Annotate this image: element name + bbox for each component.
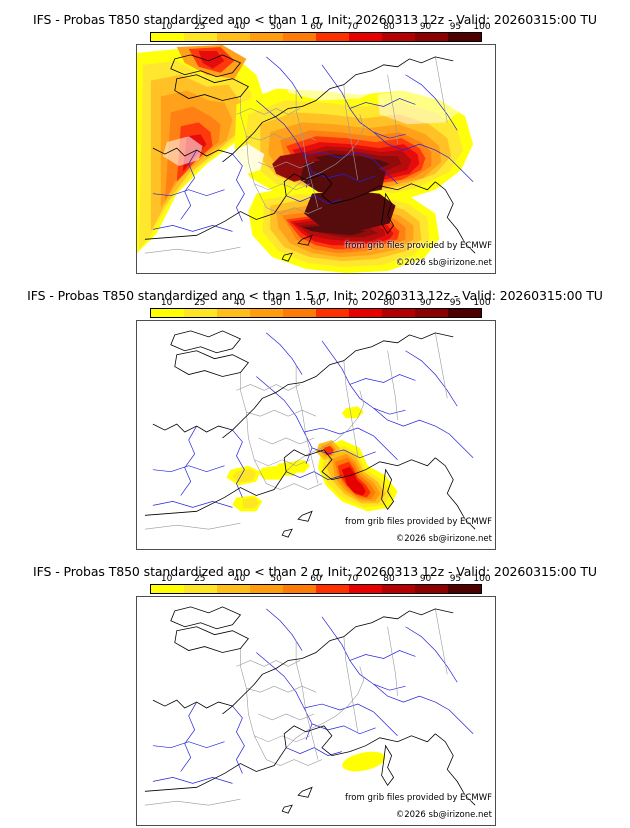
colorbar-tick: 100 bbox=[473, 22, 491, 32]
map-plot-3 bbox=[144, 606, 476, 814]
colorbar-tick: 60 bbox=[310, 22, 322, 32]
panel-header: IFS - Probas T850 standardized ano < tha… bbox=[0, 276, 630, 318]
colorbar-tick: 90 bbox=[419, 574, 432, 584]
forecast-panel-2-sigma: IFS - Probas T850 standardized ano < tha… bbox=[0, 552, 630, 828]
colorbar-tick: 50 bbox=[270, 574, 282, 584]
colorbar-tick: 95 bbox=[449, 22, 462, 32]
panel-title: IFS - Probas T850 standardized ano < tha… bbox=[33, 12, 597, 27]
forecast-panel-1p5-sigma: IFS - Probas T850 standardized ano < tha… bbox=[0, 276, 630, 552]
colorbar-tick: 90 bbox=[419, 22, 432, 32]
colorbar-tick: 25 bbox=[194, 574, 206, 584]
colorbar-tick: 25 bbox=[194, 298, 206, 308]
colorbar-gradient bbox=[150, 32, 482, 42]
colorbar-tick: 70 bbox=[346, 22, 359, 32]
map-panel-1[interactable]: from grib files provided by ECMWF ©2026 … bbox=[136, 44, 496, 274]
colorbar-tick: 100 bbox=[473, 298, 491, 308]
panel-header: IFS - Probas T850 standardized ano < tha… bbox=[0, 552, 630, 594]
colorbar-gradient bbox=[150, 584, 482, 594]
source-attribution: from grib files provided by ECMWF bbox=[345, 517, 492, 527]
map-panel-2[interactable]: from grib files provided by ECMWF ©2026 … bbox=[136, 320, 496, 550]
colorbar-ticks: 10 25 40 50 60 70 80 90 95 100 bbox=[150, 22, 491, 33]
panel-title: IFS - Probas T850 standardized ano < tha… bbox=[27, 288, 603, 303]
colorbar-tick: 80 bbox=[383, 574, 395, 584]
colorbar-tick: 80 bbox=[383, 22, 395, 32]
colorbar-tick: 90 bbox=[419, 298, 432, 308]
colorbar-tick: 60 bbox=[310, 298, 322, 308]
colorbar-tick: 40 bbox=[233, 574, 246, 584]
colorbar-tick: 80 bbox=[383, 298, 395, 308]
panel-title: IFS - Probas T850 standardized ano < tha… bbox=[33, 564, 597, 579]
map-plot-1 bbox=[137, 45, 476, 273]
panel-header: IFS - Probas T850 standardized ano < tha… bbox=[0, 0, 630, 42]
map-plot-2 bbox=[144, 330, 476, 538]
colorbar-tick: 50 bbox=[270, 298, 282, 308]
colorbar-tick: 95 bbox=[449, 298, 462, 308]
colorbar-tick: 95 bbox=[449, 574, 462, 584]
source-attribution: from grib files provided by ECMWF bbox=[345, 793, 492, 803]
forecast-panel-1-sigma: IFS - Probas T850 standardized ano < tha… bbox=[0, 0, 630, 276]
colorbar: 10 25 40 50 60 70 80 90 95 100 bbox=[150, 298, 491, 318]
colorbar-tick: 10 bbox=[160, 22, 173, 32]
colorbar-tick: 50 bbox=[270, 22, 282, 32]
map-panel-3[interactable]: from grib files provided by ECMWF ©2026 … bbox=[136, 596, 496, 826]
colorbar-tick: 60 bbox=[310, 574, 322, 584]
source-attribution: from grib files provided by ECMWF bbox=[345, 241, 492, 251]
colorbar-ticks: 10 25 40 50 60 70 80 90 95 100 bbox=[150, 298, 491, 309]
colorbar-tick: 70 bbox=[346, 574, 359, 584]
probability-field bbox=[137, 45, 474, 273]
colorbar-gradient bbox=[150, 308, 482, 318]
colorbar-tick: 10 bbox=[160, 574, 173, 584]
colorbar-tick: 40 bbox=[233, 298, 246, 308]
colorbar-tick: 100 bbox=[473, 574, 491, 584]
probability-field bbox=[342, 751, 386, 772]
colorbar-tick: 25 bbox=[194, 22, 206, 32]
colorbar-tick: 10 bbox=[160, 298, 173, 308]
colorbar: 10 25 40 50 60 70 80 90 95 100 bbox=[150, 22, 491, 42]
colorbar-tick: 70 bbox=[346, 298, 359, 308]
colorbar-ticks: 10 25 40 50 60 70 80 90 95 100 bbox=[150, 574, 491, 585]
colorbar-tick: 40 bbox=[233, 22, 246, 32]
copyright-attribution: ©2026 sb@irizone.net bbox=[395, 810, 492, 820]
copyright-attribution: ©2026 sb@irizone.net bbox=[395, 258, 492, 268]
copyright-attribution: ©2026 sb@irizone.net bbox=[395, 534, 492, 544]
colorbar: 10 25 40 50 60 70 80 90 95 100 bbox=[150, 574, 491, 594]
